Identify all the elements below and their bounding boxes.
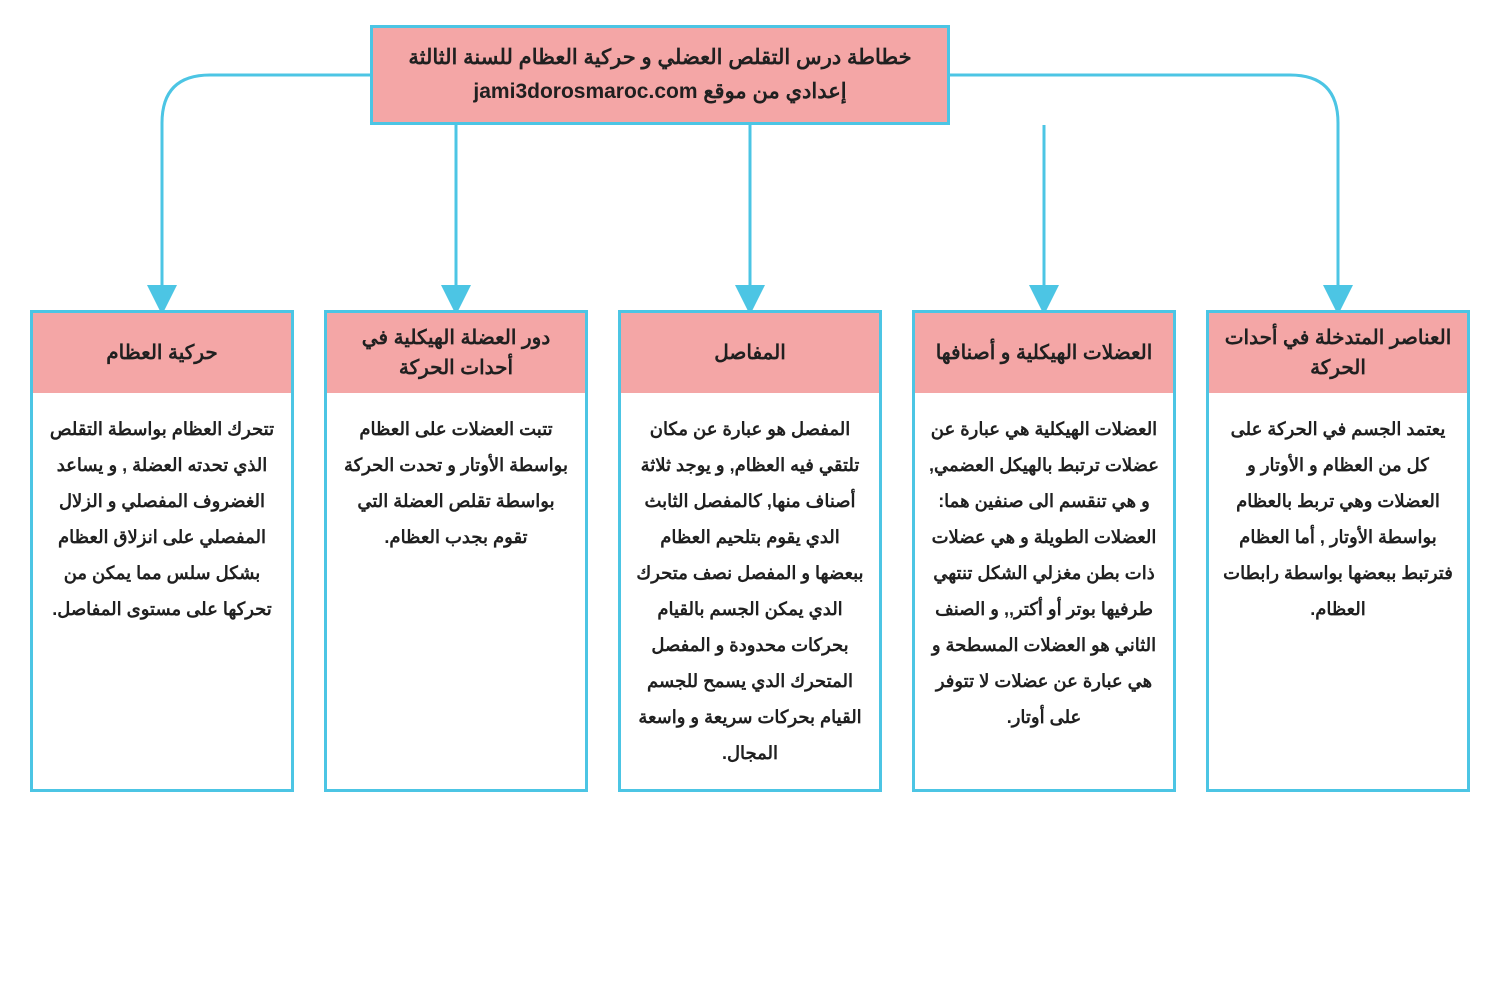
card-joints: المفاصل المفصل هو عبارة عن مكان تلتقي في… <box>618 310 882 792</box>
card-body: تتحرك العظام بواسطة التقلص الذي تحدته ال… <box>33 393 291 645</box>
card-body: تتبت العضلات على العظام بواسطة الأوتار و… <box>327 393 585 573</box>
card-title: العضلات الهيكلية و أصنافها <box>915 313 1173 393</box>
card-skeletal-muscles: العضلات الهيكلية و أصنافها العضلات الهيك… <box>912 310 1176 792</box>
card-body: يعتمد الجسم في الحركة على كل من العظام و… <box>1209 393 1467 645</box>
cards-row: العناصر المتدخلة في أحدات الحركة يعتمد ا… <box>30 310 1470 792</box>
root-node-text: خطاطة درس التقلص العضلي و حركية العظام ل… <box>393 41 927 108</box>
card-title: حركية العظام <box>33 313 291 393</box>
card-title: المفاصل <box>621 313 879 393</box>
card-body: العضلات الهيكلية هي عبارة عن عضلات ترتبط… <box>915 393 1173 753</box>
card-title: دور العضلة الهيكلية في أحدات الحركة <box>327 313 585 393</box>
card-bone-movement: حركية العظام تتحرك العظام بواسطة التقلص … <box>30 310 294 792</box>
card-muscle-role: دور العضلة الهيكلية في أحدات الحركة تتبت… <box>324 310 588 792</box>
card-elements-involved: العناصر المتدخلة في أحدات الحركة يعتمد ا… <box>1206 310 1470 792</box>
card-body: المفصل هو عبارة عن مكان تلتقي فيه العظام… <box>621 393 879 789</box>
card-title: العناصر المتدخلة في أحدات الحركة <box>1209 313 1467 393</box>
root-node: خطاطة درس التقلص العضلي و حركية العظام ل… <box>370 25 950 125</box>
